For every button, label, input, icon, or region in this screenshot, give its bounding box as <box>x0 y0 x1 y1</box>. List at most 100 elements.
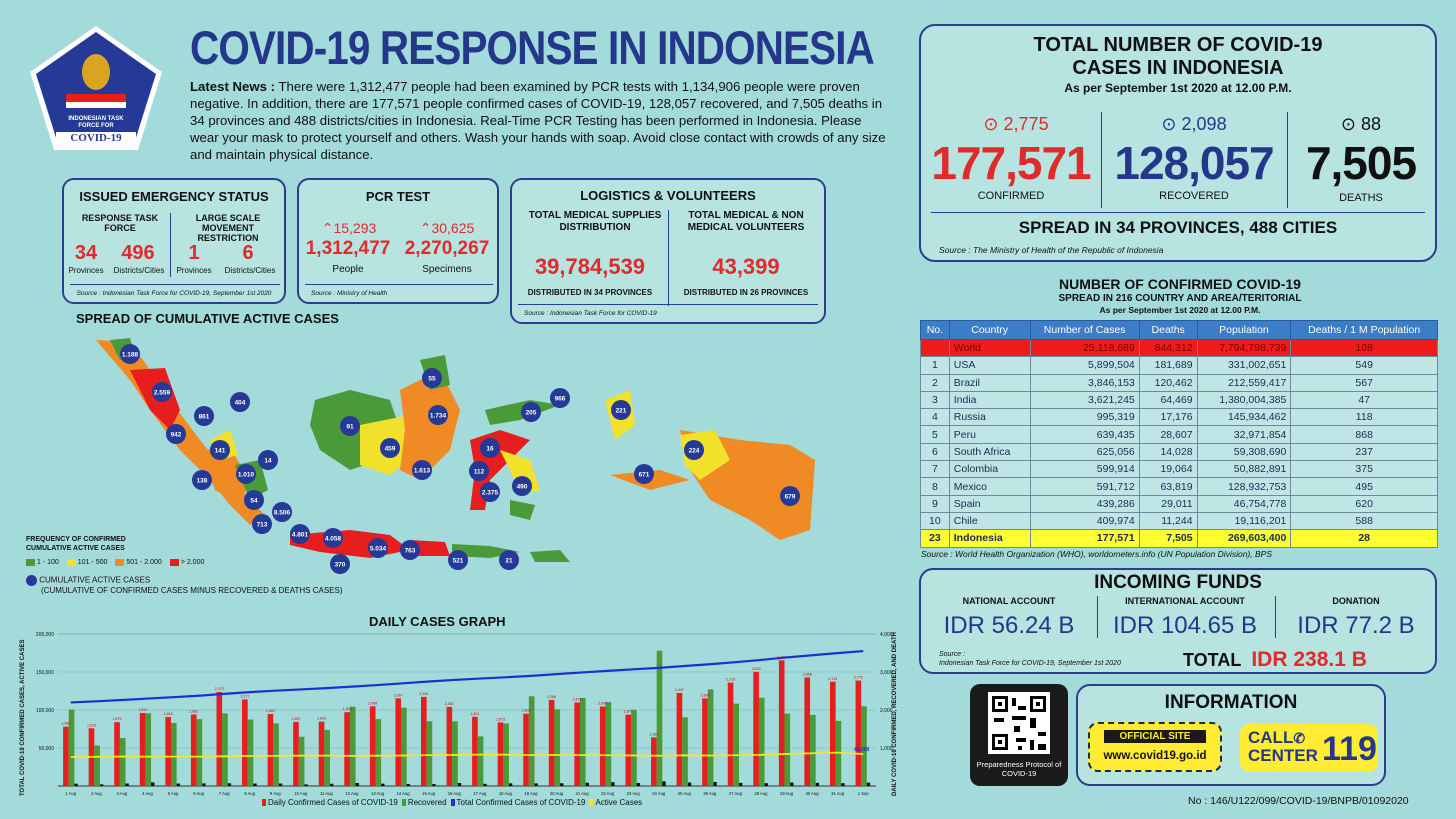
table-cell: Mexico <box>948 477 1031 496</box>
map-bubble <box>192 470 212 490</box>
recovered-bar <box>94 745 100 786</box>
table-cell: 28 <box>1290 529 1438 548</box>
table-cell: 7,505 <box>1138 529 1198 548</box>
table-row: 6 South Africa 625,056 14,028 59,308,690 237 <box>920 442 1438 462</box>
deaths-bar <box>227 783 232 786</box>
daily-bar-label: 1,893 <box>266 709 275 713</box>
legend-swatch <box>115 559 125 566</box>
daily-confirmed-bar <box>548 699 555 786</box>
map-bubble <box>236 464 256 484</box>
x-tick-label: 2 Aug <box>91 791 102 796</box>
total-subtitle: As per September 1st 2020 at 12.00 P.M. <box>1064 81 1292 95</box>
chart-legend-item: Daily Confirmed Cases of COVID-19 <box>262 798 398 807</box>
table-cell: 588 <box>1290 511 1438 531</box>
table-cell: 32,971,854 <box>1196 425 1292 444</box>
map-bubble-label: 224 <box>689 448 700 455</box>
table-cell: 14,028 <box>1138 442 1198 462</box>
x-tick-label: 13 Aug <box>371 791 385 796</box>
y-tick-label: 50,000 <box>39 746 55 752</box>
qr-caption: Preparedness Protocol of COVID-19 <box>976 760 1062 778</box>
table-header: Number of Cases <box>1029 320 1140 340</box>
map-bubble <box>469 461 489 481</box>
table-row: 7 Colombia 599,914 19,064 50,882,891 375 <box>920 460 1438 479</box>
world-table-subtitle: SPREAD IN 216 COUNTRY AND AREA/TERITORIA… <box>1058 293 1302 304</box>
world-table-date: As per September 1st 2020 at 12.00 P.M. <box>1099 305 1261 315</box>
map-bubble-label: 21 <box>505 558 513 565</box>
emergency-label-4: Districts/Cities <box>224 266 276 275</box>
qr-card[interactable]: Preparedness Protocol of COVID-19 <box>970 684 1068 786</box>
up-arrow-icon: ⊙ <box>1340 114 1357 134</box>
table-cell: 212,559,417 <box>1196 373 1292 392</box>
table-cell: 19,116,201 <box>1196 511 1292 531</box>
emergency-label-3: Provinces <box>176 266 212 275</box>
daily-confirmed-bar <box>625 714 632 786</box>
daily-bar-label: 1,882 <box>189 709 198 713</box>
daily-bar-label: 1,942 <box>343 707 352 711</box>
total-cases-card: TOTAL NUMBER OF COVID-19 CASES IN INDONE… <box>919 24 1437 262</box>
deaths-bar <box>253 783 257 786</box>
y2-tick-label: 2,000 <box>880 708 893 714</box>
emergency-value-2: 496 <box>121 242 155 264</box>
logo-line3: COVID-19 <box>56 132 136 144</box>
latest-news: Latest News : There were 1,312,477 peopl… <box>190 78 890 163</box>
deaths-bar <box>790 782 794 786</box>
map-bubble <box>166 424 186 444</box>
table-cell: 4 <box>920 408 950 427</box>
official-site-button[interactable]: OFFICIAL SITE www.covid19.go.id <box>1088 722 1222 772</box>
world-table-source: Source : World Health Organization (WHO)… <box>921 549 1272 559</box>
table-cell: 25,118,689 <box>1029 338 1140 358</box>
table-cell: 118 <box>1290 408 1438 427</box>
map-bubble <box>512 476 532 496</box>
emergency-status-card: ISSUED EMERGENCY STATUS RESPONSE TASK FO… <box>62 178 286 304</box>
x-tick-label: 1 Sep <box>858 791 870 796</box>
table-cell: 9 <box>920 494 950 513</box>
daily-confirmed-bar <box>420 696 427 786</box>
deaths-bar <box>355 782 359 786</box>
map-bubble-label: 112 <box>474 469 485 476</box>
medical-supplies-label: TOTAL MEDICAL SUPPLIES DISTRIBUTION <box>528 210 662 233</box>
table-cell: 549 <box>1290 356 1438 375</box>
x-tick-label: 3 Aug <box>117 791 128 796</box>
map-bubble <box>258 450 278 470</box>
official-site-url: www.covid19.go.id <box>1103 750 1207 762</box>
y-axis-label: TOTAL COVID-19 CONFIRMED CASES, ACTIVE C… <box>20 640 26 796</box>
call-center-button[interactable]: CALL✆ CENTER 119 <box>1240 724 1378 772</box>
map-legend-items: 1 - 100 101 - 500 501 - 2.000 > 2.000 <box>26 559 212 566</box>
map-bubble <box>244 490 264 510</box>
deaths-bar <box>99 784 104 786</box>
daily-bar-label: 2,345 <box>419 692 428 696</box>
daily-confirmed-bar <box>702 698 708 786</box>
table-cell: Spain <box>948 494 1031 513</box>
table-cell: 7 <box>920 460 950 479</box>
chart-title: DAILY CASES GRAPH <box>369 614 506 629</box>
recovered-value: 128,057 <box>1114 137 1274 189</box>
recovered-bar <box>707 689 714 786</box>
deaths-label: DEATHS <box>1339 192 1383 204</box>
map-bubble <box>448 550 468 570</box>
recovered-bar <box>145 713 152 786</box>
daily-confirmed-bar <box>165 717 171 786</box>
recovered-bar <box>196 719 203 786</box>
map-bubble <box>412 460 432 480</box>
legend-swatch <box>589 799 594 807</box>
table-cell: 23 <box>920 529 950 548</box>
table-cell: 639,435 <box>1029 425 1140 444</box>
legend-swatch <box>401 799 406 807</box>
daily-confirmed-bar <box>395 698 402 786</box>
table-cell: 46,754,778 <box>1196 494 1292 513</box>
x-tick-label: 23 Aug <box>627 791 641 796</box>
total-confirmed-line <box>70 649 864 704</box>
x-tick-label: 22 Aug <box>601 791 615 796</box>
recovered-bar <box>119 738 126 786</box>
legend-swatch <box>169 559 179 566</box>
recovered-increase: ⊙ 2,098 <box>1161 114 1227 134</box>
daily-confirmed-bar <box>242 699 248 786</box>
daily-confirmed-bar <box>63 726 69 786</box>
table-cell: 64,469 <box>1138 390 1198 410</box>
international-value: IDR 104.65 B <box>1112 612 1258 639</box>
deaths-bar <box>585 782 589 786</box>
daily-confirmed-bar <box>804 677 811 786</box>
table-row: 2 Brazil 3,846,153 120,462 212,559,417 567 <box>920 373 1438 392</box>
world-table-title: NUMBER OF CONFIRMED COVID-19 <box>1059 276 1301 292</box>
deaths-bar <box>560 783 564 786</box>
